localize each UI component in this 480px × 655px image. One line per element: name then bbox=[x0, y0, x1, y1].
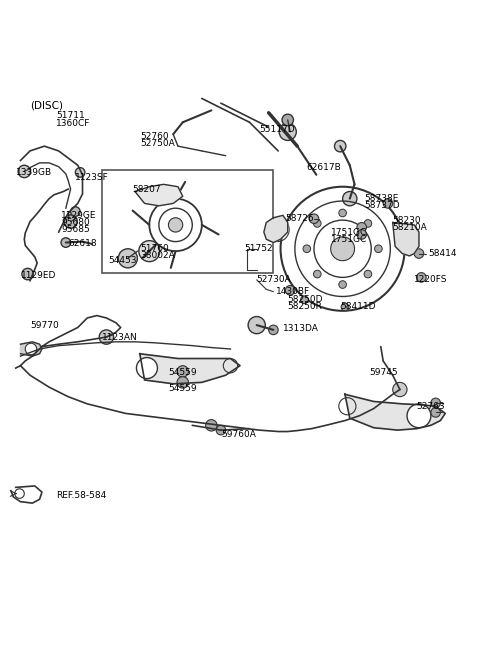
Circle shape bbox=[118, 249, 137, 268]
Text: 1123AN: 1123AN bbox=[102, 333, 137, 343]
Text: 1751GC: 1751GC bbox=[331, 234, 367, 244]
Circle shape bbox=[177, 377, 189, 388]
Circle shape bbox=[374, 245, 382, 253]
Text: 59760A: 59760A bbox=[221, 430, 256, 440]
Circle shape bbox=[282, 114, 293, 126]
Circle shape bbox=[339, 281, 347, 288]
Circle shape bbox=[341, 303, 349, 310]
Circle shape bbox=[335, 140, 346, 152]
Text: 51711: 51711 bbox=[56, 111, 85, 120]
Circle shape bbox=[313, 271, 321, 278]
Text: 1751GC: 1751GC bbox=[331, 227, 367, 236]
Text: 59745: 59745 bbox=[369, 368, 397, 377]
Text: 52760: 52760 bbox=[140, 132, 168, 141]
Circle shape bbox=[357, 223, 366, 232]
Text: 58726: 58726 bbox=[285, 214, 314, 223]
Polygon shape bbox=[264, 215, 288, 242]
Circle shape bbox=[364, 271, 372, 278]
Text: 58738E: 58738E bbox=[364, 194, 398, 203]
Text: 52750A: 52750A bbox=[140, 140, 175, 148]
Text: 1313DA: 1313DA bbox=[283, 324, 319, 333]
Text: 58230: 58230 bbox=[393, 215, 421, 225]
Circle shape bbox=[22, 269, 34, 280]
Polygon shape bbox=[140, 354, 240, 384]
Text: 58737D: 58737D bbox=[364, 201, 400, 210]
Polygon shape bbox=[345, 394, 445, 430]
Circle shape bbox=[136, 358, 157, 379]
Text: 58250R: 58250R bbox=[288, 303, 323, 312]
Circle shape bbox=[309, 214, 319, 223]
Text: 38002A: 38002A bbox=[140, 252, 175, 261]
Circle shape bbox=[139, 240, 160, 261]
Bar bbox=[102, 170, 274, 272]
Circle shape bbox=[414, 249, 424, 258]
Text: 59770: 59770 bbox=[30, 320, 59, 329]
Text: 95680: 95680 bbox=[61, 218, 90, 227]
Text: 1220FS: 1220FS bbox=[414, 275, 448, 284]
Circle shape bbox=[18, 165, 31, 178]
Text: 58411D: 58411D bbox=[340, 303, 376, 312]
Text: 52763: 52763 bbox=[417, 402, 445, 411]
Text: 1360CF: 1360CF bbox=[56, 119, 91, 128]
Circle shape bbox=[300, 296, 308, 304]
Circle shape bbox=[248, 316, 265, 333]
Circle shape bbox=[417, 272, 426, 282]
Text: 51752: 51752 bbox=[245, 244, 274, 253]
Circle shape bbox=[75, 168, 85, 177]
Text: 54453: 54453 bbox=[109, 256, 137, 265]
Text: 62618: 62618 bbox=[68, 240, 97, 248]
Circle shape bbox=[331, 237, 355, 261]
Circle shape bbox=[303, 245, 311, 253]
Circle shape bbox=[269, 325, 278, 335]
Circle shape bbox=[383, 198, 393, 208]
Circle shape bbox=[285, 286, 295, 295]
Text: 55117D: 55117D bbox=[259, 125, 295, 134]
Circle shape bbox=[216, 425, 226, 435]
Circle shape bbox=[61, 238, 71, 248]
Polygon shape bbox=[21, 342, 42, 356]
Polygon shape bbox=[393, 223, 419, 256]
Circle shape bbox=[393, 383, 407, 397]
Text: 54559: 54559 bbox=[168, 368, 197, 377]
Text: 1339GB: 1339GB bbox=[16, 168, 52, 177]
Circle shape bbox=[407, 404, 431, 428]
Text: 1129ED: 1129ED bbox=[21, 271, 56, 280]
Text: 1129GE: 1129GE bbox=[61, 211, 96, 220]
Circle shape bbox=[339, 209, 347, 217]
Circle shape bbox=[279, 123, 296, 140]
Circle shape bbox=[168, 217, 183, 232]
Text: 54559: 54559 bbox=[168, 384, 197, 393]
Circle shape bbox=[364, 219, 372, 227]
Text: 62617B: 62617B bbox=[307, 163, 342, 172]
Circle shape bbox=[64, 215, 77, 228]
Polygon shape bbox=[135, 184, 183, 206]
Circle shape bbox=[25, 343, 36, 355]
Circle shape bbox=[205, 420, 217, 431]
Circle shape bbox=[71, 207, 80, 216]
Text: 51760: 51760 bbox=[140, 244, 168, 253]
Text: (DISC): (DISC) bbox=[30, 101, 63, 111]
Circle shape bbox=[431, 407, 441, 417]
Circle shape bbox=[313, 219, 321, 227]
Text: 58210A: 58210A bbox=[393, 223, 428, 232]
Text: REF.58-584: REF.58-584 bbox=[56, 491, 107, 500]
Text: 1430BF: 1430BF bbox=[276, 287, 310, 296]
Text: 58250D: 58250D bbox=[288, 295, 323, 305]
Text: 58207: 58207 bbox=[132, 185, 161, 194]
Circle shape bbox=[177, 365, 189, 377]
Text: 1123SF: 1123SF bbox=[75, 173, 109, 181]
Circle shape bbox=[431, 398, 441, 407]
Text: 58414: 58414 bbox=[429, 249, 457, 258]
Text: 52730A: 52730A bbox=[257, 275, 291, 284]
Circle shape bbox=[99, 330, 114, 345]
Circle shape bbox=[343, 191, 357, 206]
Text: 95685: 95685 bbox=[61, 225, 90, 234]
Circle shape bbox=[357, 230, 366, 239]
